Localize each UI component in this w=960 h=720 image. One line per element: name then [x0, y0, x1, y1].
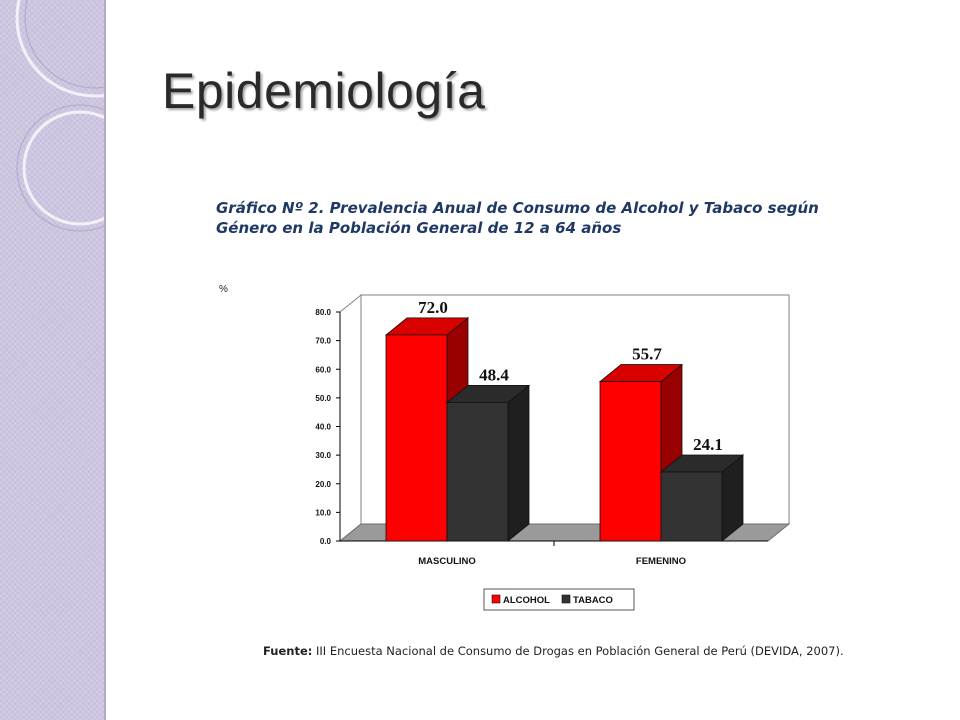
- legend-label-tabaco: TABACO: [573, 595, 613, 606]
- source-text: III Encuesta Nacional de Consumo de Drog…: [316, 644, 844, 658]
- source-note: Fuente: III Encuesta Nacional de Consumo…: [263, 644, 844, 658]
- x-category-label: FEMENINO: [636, 556, 686, 567]
- slide-title: Epidemiología: [162, 63, 486, 119]
- data-label: 55.7: [632, 345, 662, 364]
- legend-label-alcohol: ALCOHOL: [503, 595, 550, 606]
- y-tick-label: 50.0: [315, 394, 331, 403]
- bar-alcohol: [599, 381, 662, 542]
- y-tick-label: 10.0: [315, 508, 331, 517]
- y-axis-unit: %: [219, 284, 228, 295]
- y-tick-label: 80.0: [315, 308, 331, 317]
- y-tick-label: 70.0: [315, 337, 331, 346]
- x-category-label: MASCULINO: [418, 556, 476, 567]
- plot-side-wall: [339, 293, 362, 543]
- data-label: 48.4: [479, 365, 509, 384]
- bar-alcohol: [385, 334, 448, 542]
- data-label: 72.0: [418, 298, 448, 317]
- bar-tabaco: [660, 471, 723, 542]
- chart-title: Gráfico Nº 2. Prevalencia Anual de Consu…: [216, 199, 819, 237]
- y-tick-label: 40.0: [315, 423, 331, 432]
- legend-swatch-tabaco: [561, 594, 571, 604]
- source-label: Fuente:: [263, 644, 313, 658]
- data-label: 24.1: [693, 435, 723, 454]
- y-tick-label: 20.0: [315, 480, 331, 489]
- bar-side-tabaco: [507, 384, 530, 542]
- legend-swatch-alcohol: [491, 594, 501, 604]
- legend-box: [483, 588, 635, 611]
- y-tick-label: 0.0: [320, 537, 332, 546]
- bar-tabaco: [446, 402, 509, 542]
- decorative-sidebar: [0, 0, 106, 720]
- y-tick-label: 60.0: [315, 365, 331, 374]
- y-tick-label: 30.0: [315, 451, 331, 460]
- circle-ornament-icon: [15, 0, 104, 232]
